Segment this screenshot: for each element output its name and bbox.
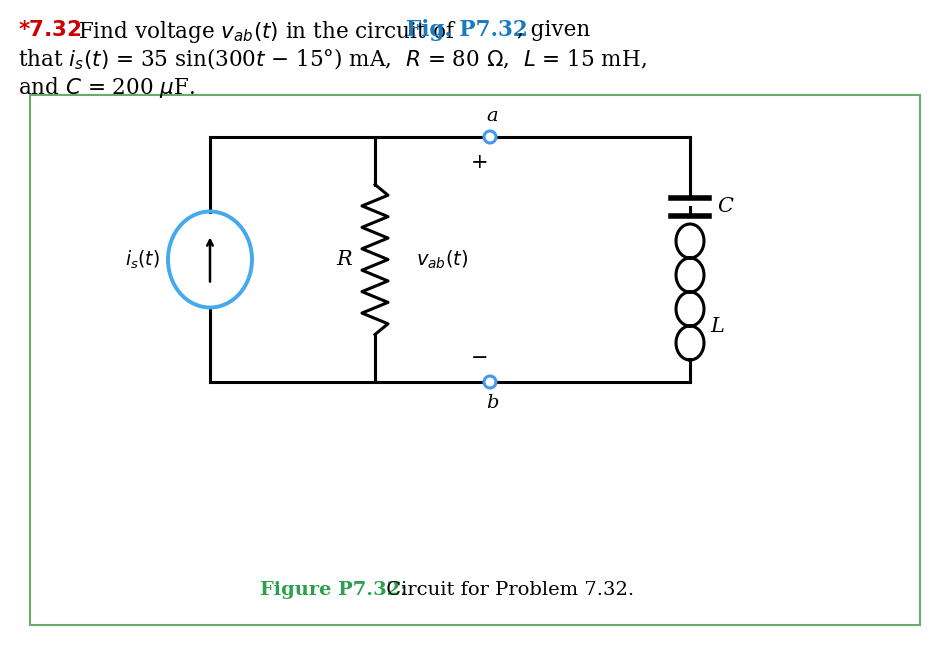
Text: a: a (486, 107, 497, 125)
Text: that $i_s(t)$ = 35 sin(300$t$ $-$ 15°) mA,  $R$ = 80 $\Omega$,  $L$ = 15 mH,: that $i_s(t)$ = 35 sin(300$t$ $-$ 15°) m… (18, 47, 647, 72)
Text: Circuit for Problem 7.32.: Circuit for Problem 7.32. (380, 581, 634, 599)
Text: C: C (717, 197, 733, 217)
Text: $v_{ab}(t)$: $v_{ab}(t)$ (417, 248, 469, 271)
Text: R: R (337, 250, 352, 269)
Text: Figure P7.32:: Figure P7.32: (260, 581, 407, 599)
Text: +: + (471, 153, 489, 172)
Text: b: b (486, 394, 498, 412)
Text: , given: , given (517, 19, 591, 41)
Text: $i_s(t)$: $i_s(t)$ (126, 248, 160, 271)
Text: −: − (472, 349, 489, 368)
Text: Find voltage $v_{ab}(t)$ in the circuit of: Find voltage $v_{ab}(t)$ in the circuit … (78, 19, 456, 45)
Text: Fig. P7.32: Fig. P7.32 (406, 19, 528, 41)
Circle shape (484, 131, 496, 143)
Bar (30, 95, 920, 625)
Text: and $C$ = 200 $\mu$F.: and $C$ = 200 $\mu$F. (18, 75, 195, 100)
Text: L: L (710, 317, 724, 336)
Circle shape (484, 376, 496, 388)
Text: $\mathbf{*7.32}$: $\mathbf{*7.32}$ (18, 19, 82, 41)
